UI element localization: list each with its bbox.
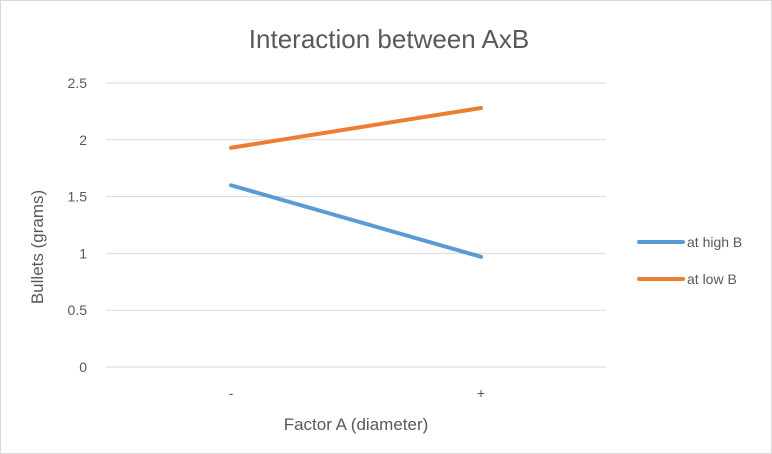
y-axis-ticks: 0 0.5 1 1.5 2 2.5 (68, 75, 88, 375)
x-axis-title: Factor A (diameter) (284, 415, 429, 434)
y-axis-title: Bullets (grams) (28, 190, 47, 304)
y-tick-label: 1.5 (68, 189, 88, 205)
series-line-0 (229, 183, 483, 259)
y-tick-label: 0.5 (68, 302, 88, 318)
x-tick-label: + (477, 385, 485, 401)
legend-label-1: at low B (687, 271, 737, 287)
y-tick-label: 1 (79, 245, 87, 261)
legend: at high B at low B (637, 234, 742, 287)
series-lines (229, 105, 483, 259)
gridlines (106, 82, 606, 368)
y-tick-label: 2 (79, 132, 87, 148)
x-tick-label: - (229, 385, 234, 401)
legend-label-0: at high B (687, 234, 742, 250)
x-axis-ticks: - + (229, 385, 485, 401)
y-tick-label: 0 (79, 359, 87, 375)
chart-title: Interaction between AxB (249, 24, 529, 54)
series-line-1 (229, 105, 483, 150)
y-tick-label: 2.5 (68, 75, 88, 91)
